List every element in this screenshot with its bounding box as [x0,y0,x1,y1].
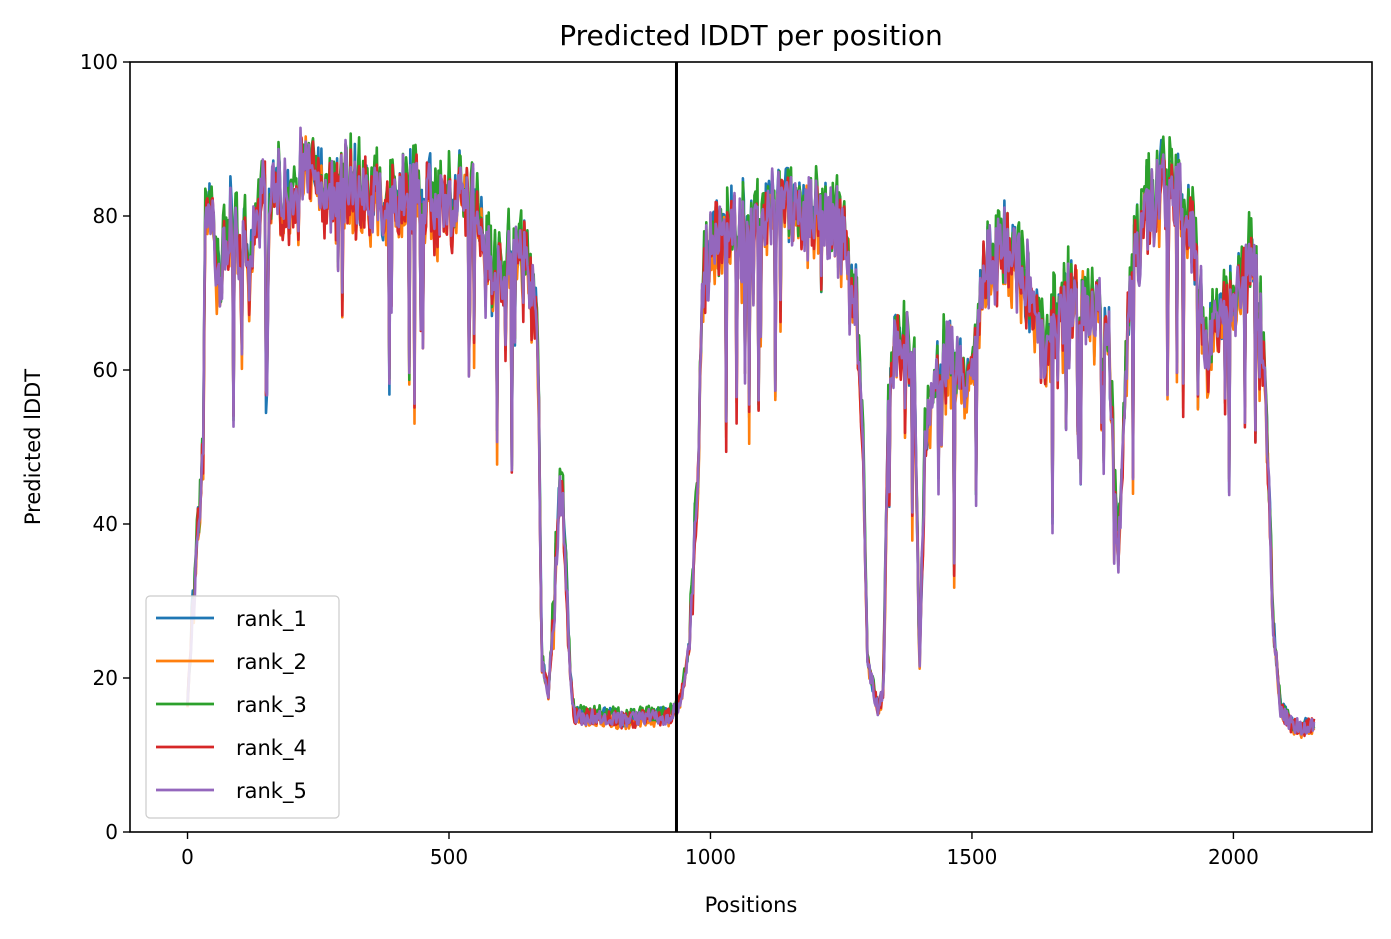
y-axis: 0 20 40 60 80 100 [80,50,130,844]
x-axis-label: Positions [705,893,798,917]
y-tick-label: 60 [93,358,118,382]
x-tick-label: 0 [181,845,194,869]
legend-label-rank_3: rank_3 [236,693,307,718]
y-tick-label: 100 [80,50,118,74]
axes-frame [129,61,1373,833]
y-axis-label: Predicted lDDT [21,369,45,525]
y-tick-label: 0 [105,820,118,844]
y-tick-label: 20 [93,666,118,690]
x-tick-label: 2000 [1208,845,1259,869]
legend-label-rank_4: rank_4 [236,736,307,761]
x-tick-label: 1000 [685,845,736,869]
series-line-rank_5 [186,126,1316,736]
series-lines [186,126,1316,739]
legend-label-rank_2: rank_2 [236,650,307,675]
y-tick-label: 80 [93,204,118,228]
plot-area [129,61,1373,833]
legend-box [145,595,340,819]
chart-title: Predicted lDDT per position [559,19,943,52]
x-tick-label: 500 [430,845,468,869]
x-tick-label: 1500 [946,845,997,869]
x-axis: 0 500 1000 1500 2000 [181,832,1259,869]
legend-label-rank_1: rank_1 [236,607,307,632]
legend: rank_1 rank_2 rank_3 rank_4 rank_5 [145,595,340,819]
legend-label-rank_5: rank_5 [236,779,307,804]
y-tick-label: 40 [93,512,118,536]
